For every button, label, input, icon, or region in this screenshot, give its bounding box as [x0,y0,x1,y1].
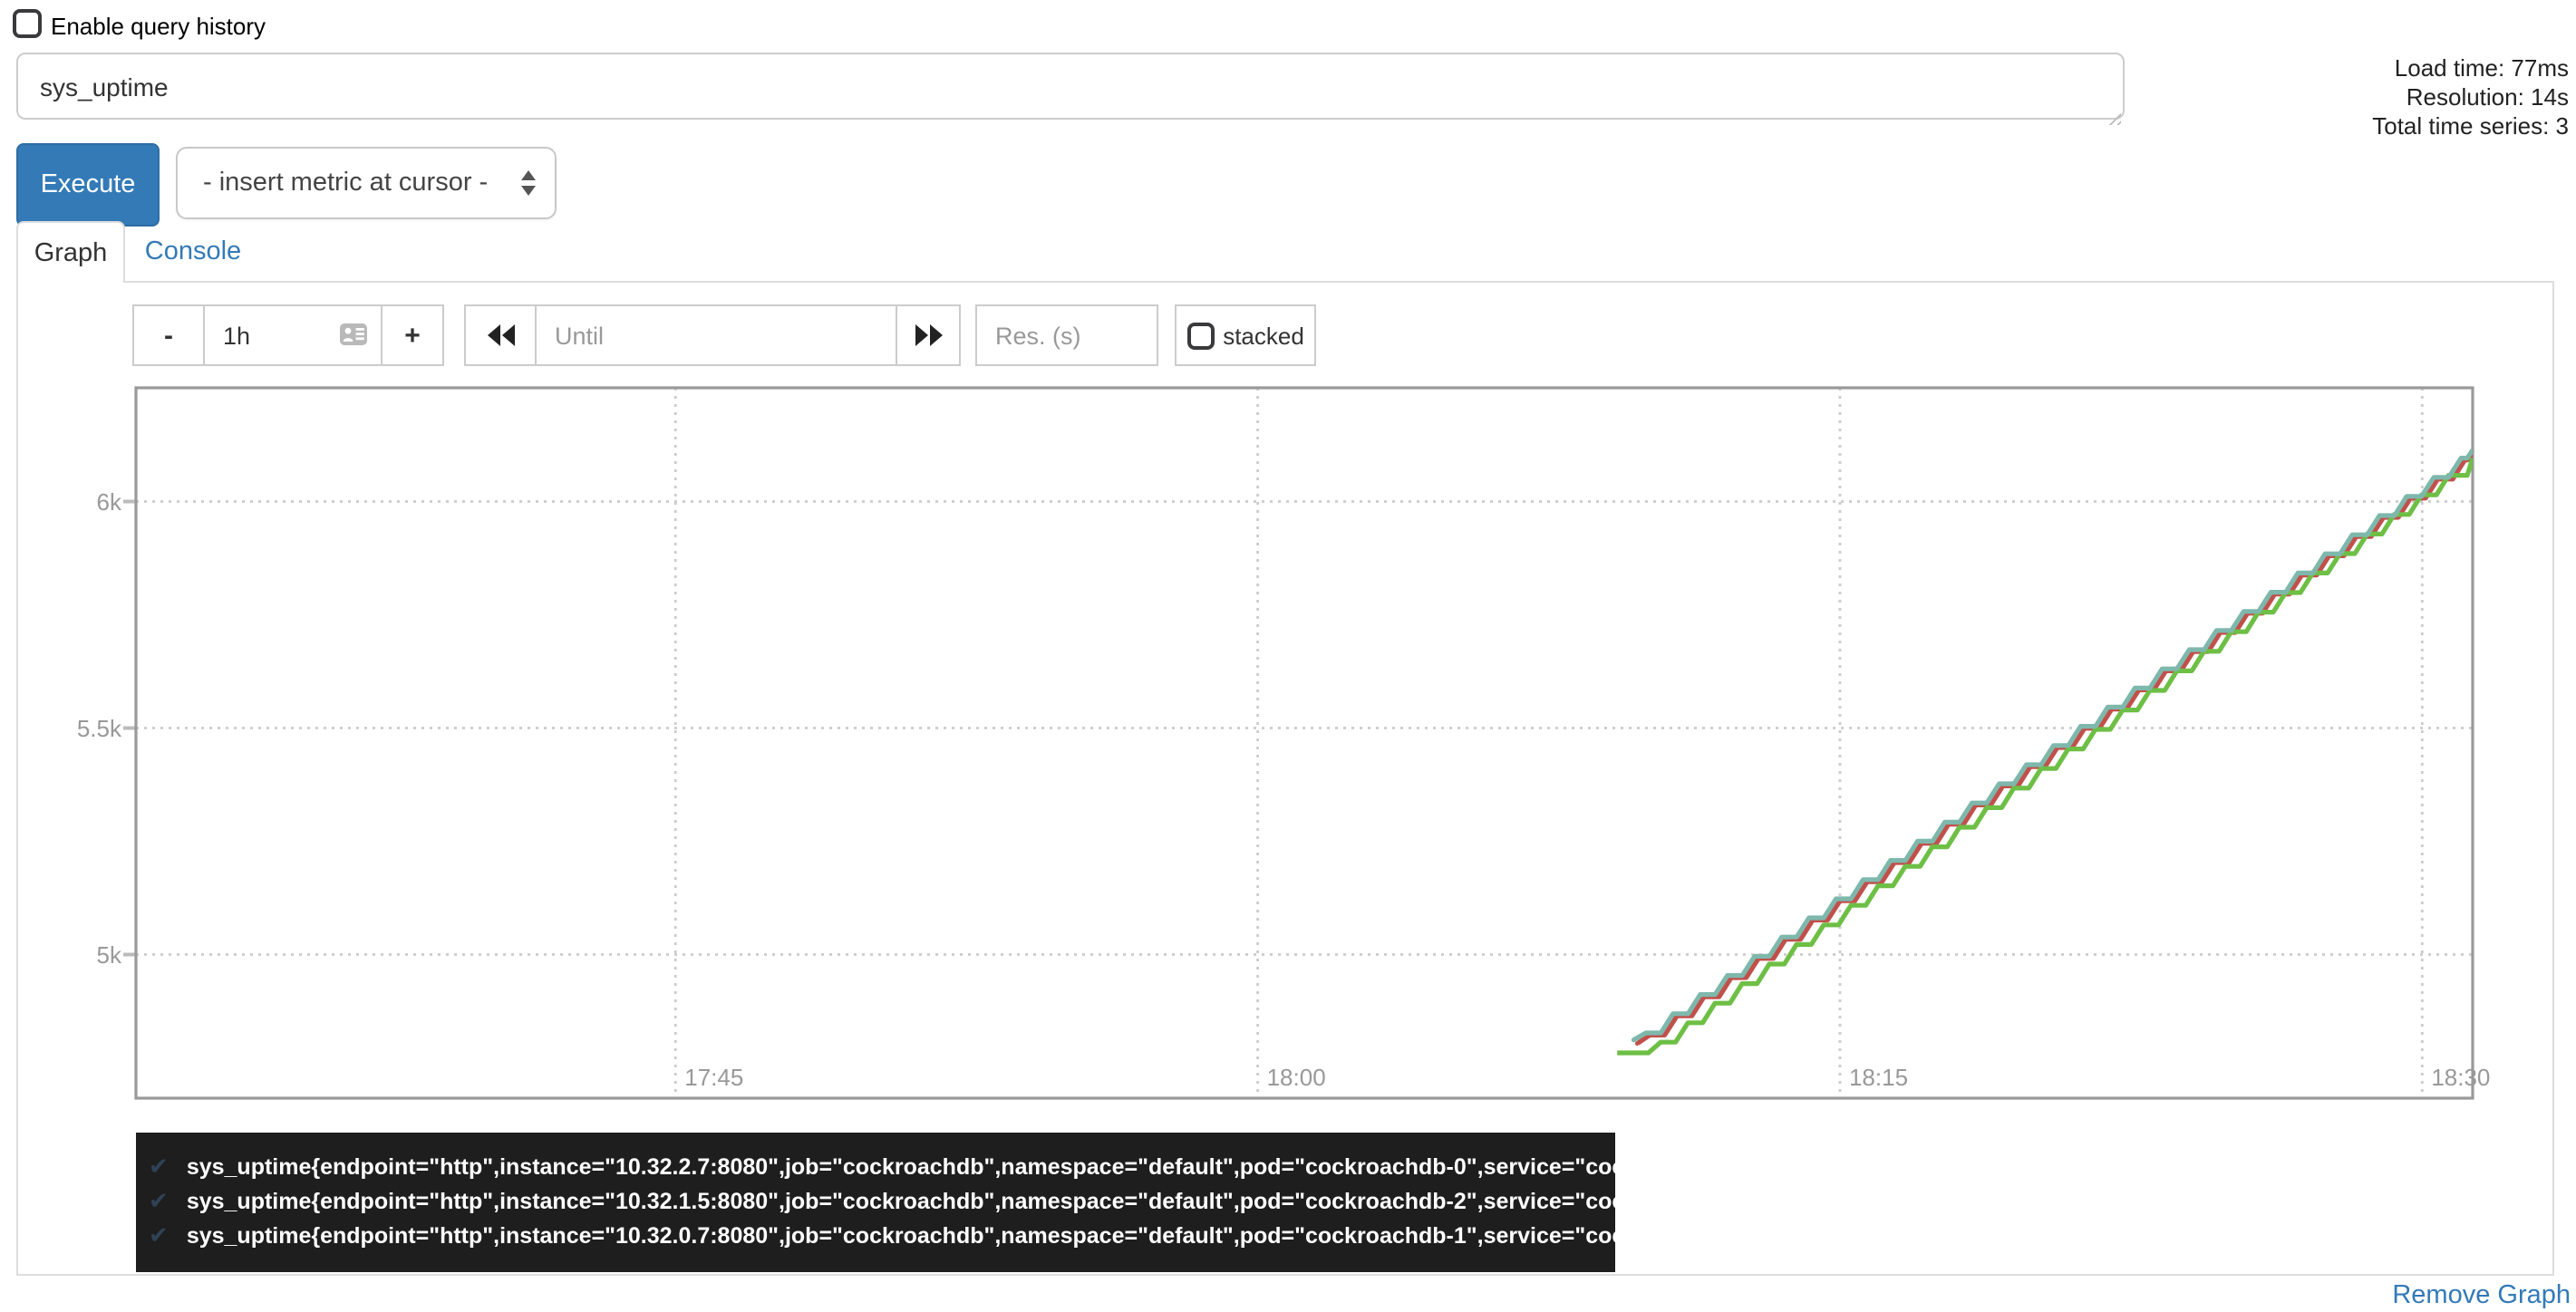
shift-time-forward-button[interactable] [896,304,961,366]
legend-item[interactable]: ✔ sys_uptime{endpoint="http",instance="10… [149,1183,1746,1218]
series-label: sys_uptime{endpoint="http",instance="10.… [186,1222,1747,1248]
shift-time-back-button[interactable] [464,304,537,366]
range-decrease-button[interactable]: - [132,304,205,366]
y-axis-tick-label: 5.5k [76,714,121,742]
stacked-toggle[interactable]: stacked [1175,304,1316,366]
query-history-toggle[interactable]: Enable query history [13,9,266,40]
plot-border [134,386,2474,1100]
query-history-checkbox[interactable] [13,9,42,38]
range-increase-button[interactable]: + [381,304,444,366]
range-input-wrap [203,304,383,366]
execute-button[interactable]: Execute [16,143,160,227]
double-right-arrows-icon [915,324,942,346]
legend-item[interactable]: ✔ sys_uptime{endpoint="http",instance="10… [149,1149,1746,1183]
remove-graph-link[interactable]: Remove Graph [2392,1281,2571,1310]
double-left-arrows-icon [487,324,514,346]
resolution-input-wrap [975,304,1158,366]
graph-panel [16,281,2554,1276]
metric-dropdown-value: - insert metric at cursor - [203,169,489,198]
series-label: sys_uptime{endpoint="http",instance="10.… [186,1153,1747,1179]
resolution-input[interactable] [977,306,1157,364]
series-visibility-check-icon: ✔ [149,1220,169,1248]
x-axis-tick-label: 18:15 [1848,1064,1909,1091]
legend-item[interactable]: ✔ sys_uptime{endpoint="http",instance="10… [149,1218,1746,1252]
stat-line: Load time: 77ms [2394,54,2569,82]
series-visibility-check-icon: ✔ [149,1186,169,1213]
datetime-picker-icon[interactable] [339,323,368,346]
chart-legend: ✔ sys_uptime{endpoint="http",instance="10… [136,1133,1746,1272]
y-axis-tick-label: 6k [96,487,121,516]
x-axis-tick-label: 17:45 [684,1064,744,1091]
stacked-label: stacked [1223,322,1304,349]
until-input[interactable] [537,306,896,364]
series-line [1617,457,2473,1056]
metric-insert-dropdown[interactable]: - insert metric at cursor - [176,147,557,219]
x-axis-tick-label: 18:30 [2431,1064,2491,1091]
dropdown-stepper-icon [521,170,536,196]
query-stats: Load time: 77ms Resolution: 14s Total time… [2372,54,2569,141]
query-input[interactable]: sys_uptime [16,53,2125,120]
y-axis-tick-label: 5k [96,941,121,969]
stat-line: Total time series: 3 [2372,112,2569,140]
stacked-checkbox[interactable] [1186,322,1215,349]
until-input-wrap [535,304,897,366]
x-axis-tick-label: 18:00 [1266,1064,1326,1091]
tab-console[interactable]: Console [144,237,242,266]
tab-graph[interactable]: Graph [16,221,125,283]
stat-line: Resolution: 14s [2406,83,2569,111]
series-line [1631,449,2473,1043]
query-history-label: Enable query history [51,13,266,40]
series-visibility-check-icon: ✔ [149,1152,169,1179]
series-label: sys_uptime{endpoint="http",instance="10.… [186,1188,1747,1213]
